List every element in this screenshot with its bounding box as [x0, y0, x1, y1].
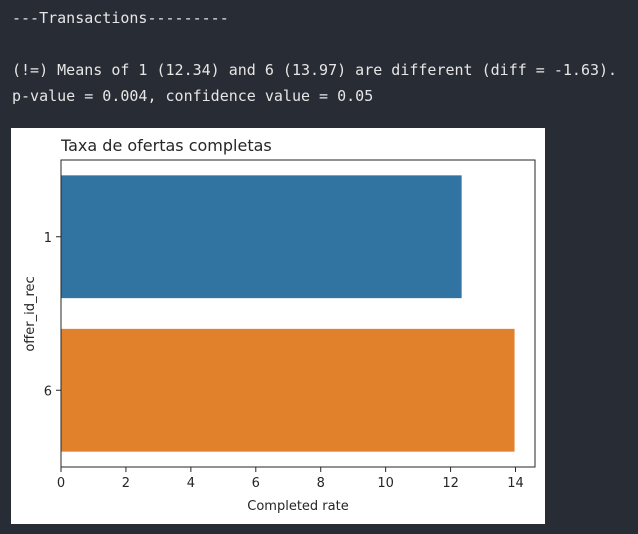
- pvalue-line: p-value = 0.004, confidence value = 0.05: [12, 87, 374, 105]
- bars-group: [61, 175, 515, 452]
- x-tick-label: 0: [57, 476, 65, 491]
- ticks-group: 1 6 0 2 4 6 8 10 12 14: [44, 231, 524, 491]
- bar-offer-1: [61, 175, 462, 299]
- x-tick-label: 14: [507, 476, 524, 491]
- x-tick-label: 4: [187, 476, 195, 491]
- bar-offer-6: [61, 328, 515, 452]
- y-tick-label: 6: [44, 384, 52, 399]
- y-tick-label: 1: [44, 231, 52, 246]
- y-axis-label: offer_id_rec: [23, 276, 38, 351]
- x-tick-label: 6: [252, 476, 260, 491]
- x-tick-label: 12: [442, 476, 459, 491]
- plot-frame: [60, 159, 536, 468]
- x-tick-label: 10: [377, 476, 394, 491]
- bar-chart: Taxa de ofertas completas 160 2 4 6 8 10 12 14 …: [23, 136, 536, 514]
- x-tick-label: 2: [122, 476, 130, 491]
- x-axis-label: Completed rate: [247, 499, 348, 514]
- x-tick-label: 8: [317, 476, 325, 491]
- chart-figure: Taxa de ofertas completas 1 6 0 2 4 6 8 10 12 14 …: [11, 128, 545, 524]
- means-comparison-line: (!=) Means of 1 (12.34) and 6 (13.97) ar…: [12, 61, 618, 79]
- output-header-line: ---Transactions---------: [12, 9, 229, 27]
- chart-title: Taxa de ofertas completas: [60, 136, 272, 155]
